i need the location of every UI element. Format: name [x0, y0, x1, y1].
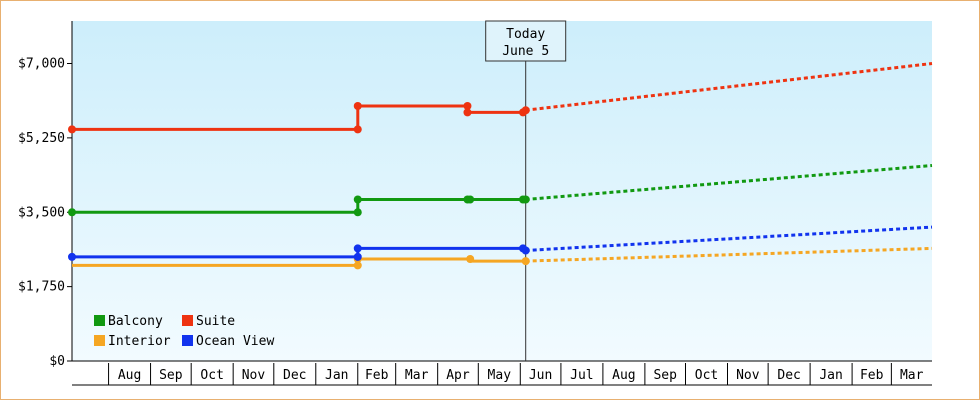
series-forecast-balcony [525, 164, 933, 201]
data-point-ocean-view [68, 252, 76, 261]
x-tick-label: Jun [529, 368, 552, 383]
x-tick-label: Nov [736, 368, 760, 383]
data-point-suite [521, 106, 530, 115]
data-point-ocean-view [353, 252, 362, 261]
data-point-interior [466, 255, 475, 263]
data-point-balcony [353, 195, 362, 204]
x-tick-label: Feb [860, 368, 884, 383]
data-point-interior [521, 257, 530, 266]
legend-label: Ocean View [196, 334, 274, 349]
x-tick-label: Apr [446, 368, 470, 383]
today-label: June 5 [502, 44, 549, 59]
plot-area [72, 21, 932, 361]
data-point-balcony [466, 195, 475, 204]
today-box [485, 20, 567, 62]
data-point-suite [68, 125, 76, 134]
legend-swatch [182, 335, 193, 346]
x-tick-label: Dec [283, 368, 306, 383]
data-point-ocean-view [353, 244, 362, 253]
legend-swatch [182, 315, 193, 326]
x-tick-label: Mar [405, 368, 429, 383]
x-tick-label: Aug [118, 368, 141, 383]
series-forecast-suite [525, 62, 933, 112]
x-tick-label: Sep [159, 368, 183, 383]
series-forecast-ocean-view [525, 225, 933, 252]
y-tick-label: $5,250 [18, 131, 65, 146]
legend-swatch [94, 315, 105, 326]
data-point-balcony [353, 208, 362, 217]
y-tick-label: $7,000 [18, 57, 65, 72]
x-tick-label: Mar [900, 368, 924, 383]
legend-swatch [94, 335, 105, 346]
x-tick-label: Dec [777, 368, 800, 383]
legend-label: Suite [196, 314, 235, 329]
series-line-interior [72, 257, 526, 267]
data-point-suite [353, 125, 362, 134]
y-tick-label: $0 [49, 354, 65, 369]
data-point-balcony [68, 208, 76, 217]
x-tick-label: Sep [653, 368, 677, 383]
data-point-balcony [521, 195, 530, 204]
y-tick-label: $1,750 [18, 280, 65, 295]
x-tick-label: Oct [200, 368, 223, 383]
series-forecast-interior [525, 246, 933, 263]
x-tick-label: Jan [325, 368, 348, 383]
x-tick-label: Oct [695, 368, 718, 383]
x-tick-label: Aug [612, 368, 635, 383]
data-point-ocean-view [521, 246, 530, 255]
y-tick-label: $3,500 [18, 205, 65, 220]
legend-label: Balcony [108, 314, 163, 329]
data-point-suite [353, 102, 362, 110]
data-point-interior [353, 261, 362, 270]
x-tick-label: Jul [570, 368, 593, 383]
legend-label: Interior [108, 334, 171, 349]
x-tick-label: May [488, 368, 512, 383]
today-label: Today [506, 27, 545, 42]
data-point-suite [463, 102, 472, 110]
data-point-suite [463, 108, 472, 117]
x-tick-label: Feb [365, 368, 389, 383]
x-tick-label: Jan [819, 368, 842, 383]
x-tick-label: Nov [242, 368, 266, 383]
